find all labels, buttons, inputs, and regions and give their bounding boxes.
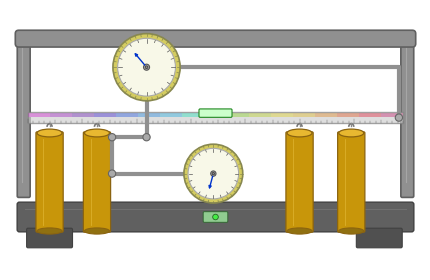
FancyBboxPatch shape: [337, 132, 364, 232]
Ellipse shape: [338, 129, 363, 137]
Ellipse shape: [37, 228, 62, 234]
Circle shape: [212, 172, 214, 175]
Bar: [28, 112, 402, 123]
FancyBboxPatch shape: [27, 228, 72, 248]
Ellipse shape: [286, 228, 311, 234]
Bar: [116, 113, 138, 117]
Circle shape: [143, 64, 149, 70]
FancyBboxPatch shape: [285, 132, 313, 232]
Bar: [204, 113, 226, 117]
Circle shape: [394, 114, 402, 121]
FancyBboxPatch shape: [15, 30, 415, 47]
Ellipse shape: [338, 228, 363, 234]
Bar: [248, 113, 270, 117]
Bar: [314, 113, 336, 117]
Circle shape: [108, 170, 115, 177]
FancyBboxPatch shape: [17, 32, 30, 197]
FancyBboxPatch shape: [17, 202, 413, 232]
FancyBboxPatch shape: [83, 132, 111, 232]
Circle shape: [108, 134, 115, 141]
Circle shape: [187, 148, 238, 199]
FancyBboxPatch shape: [36, 132, 63, 232]
Circle shape: [117, 38, 175, 96]
Circle shape: [143, 134, 150, 141]
FancyBboxPatch shape: [356, 228, 401, 248]
Bar: [270, 113, 292, 117]
Bar: [50, 113, 72, 117]
Bar: [72, 113, 94, 117]
Circle shape: [212, 214, 218, 220]
Bar: [358, 113, 380, 117]
Bar: [28, 113, 50, 117]
Bar: [160, 113, 182, 117]
Ellipse shape: [37, 129, 62, 137]
Bar: [94, 113, 116, 117]
Bar: [182, 113, 204, 117]
Bar: [380, 113, 402, 117]
Bar: [336, 113, 358, 117]
FancyBboxPatch shape: [400, 32, 413, 197]
Circle shape: [145, 66, 147, 69]
Circle shape: [113, 34, 180, 101]
FancyBboxPatch shape: [199, 109, 231, 117]
FancyBboxPatch shape: [203, 212, 227, 222]
Bar: [138, 113, 160, 117]
Bar: [292, 113, 314, 117]
Circle shape: [210, 171, 215, 176]
Bar: [226, 113, 248, 117]
Ellipse shape: [286, 129, 311, 137]
Circle shape: [184, 144, 242, 203]
Ellipse shape: [84, 228, 109, 234]
Ellipse shape: [84, 129, 109, 137]
